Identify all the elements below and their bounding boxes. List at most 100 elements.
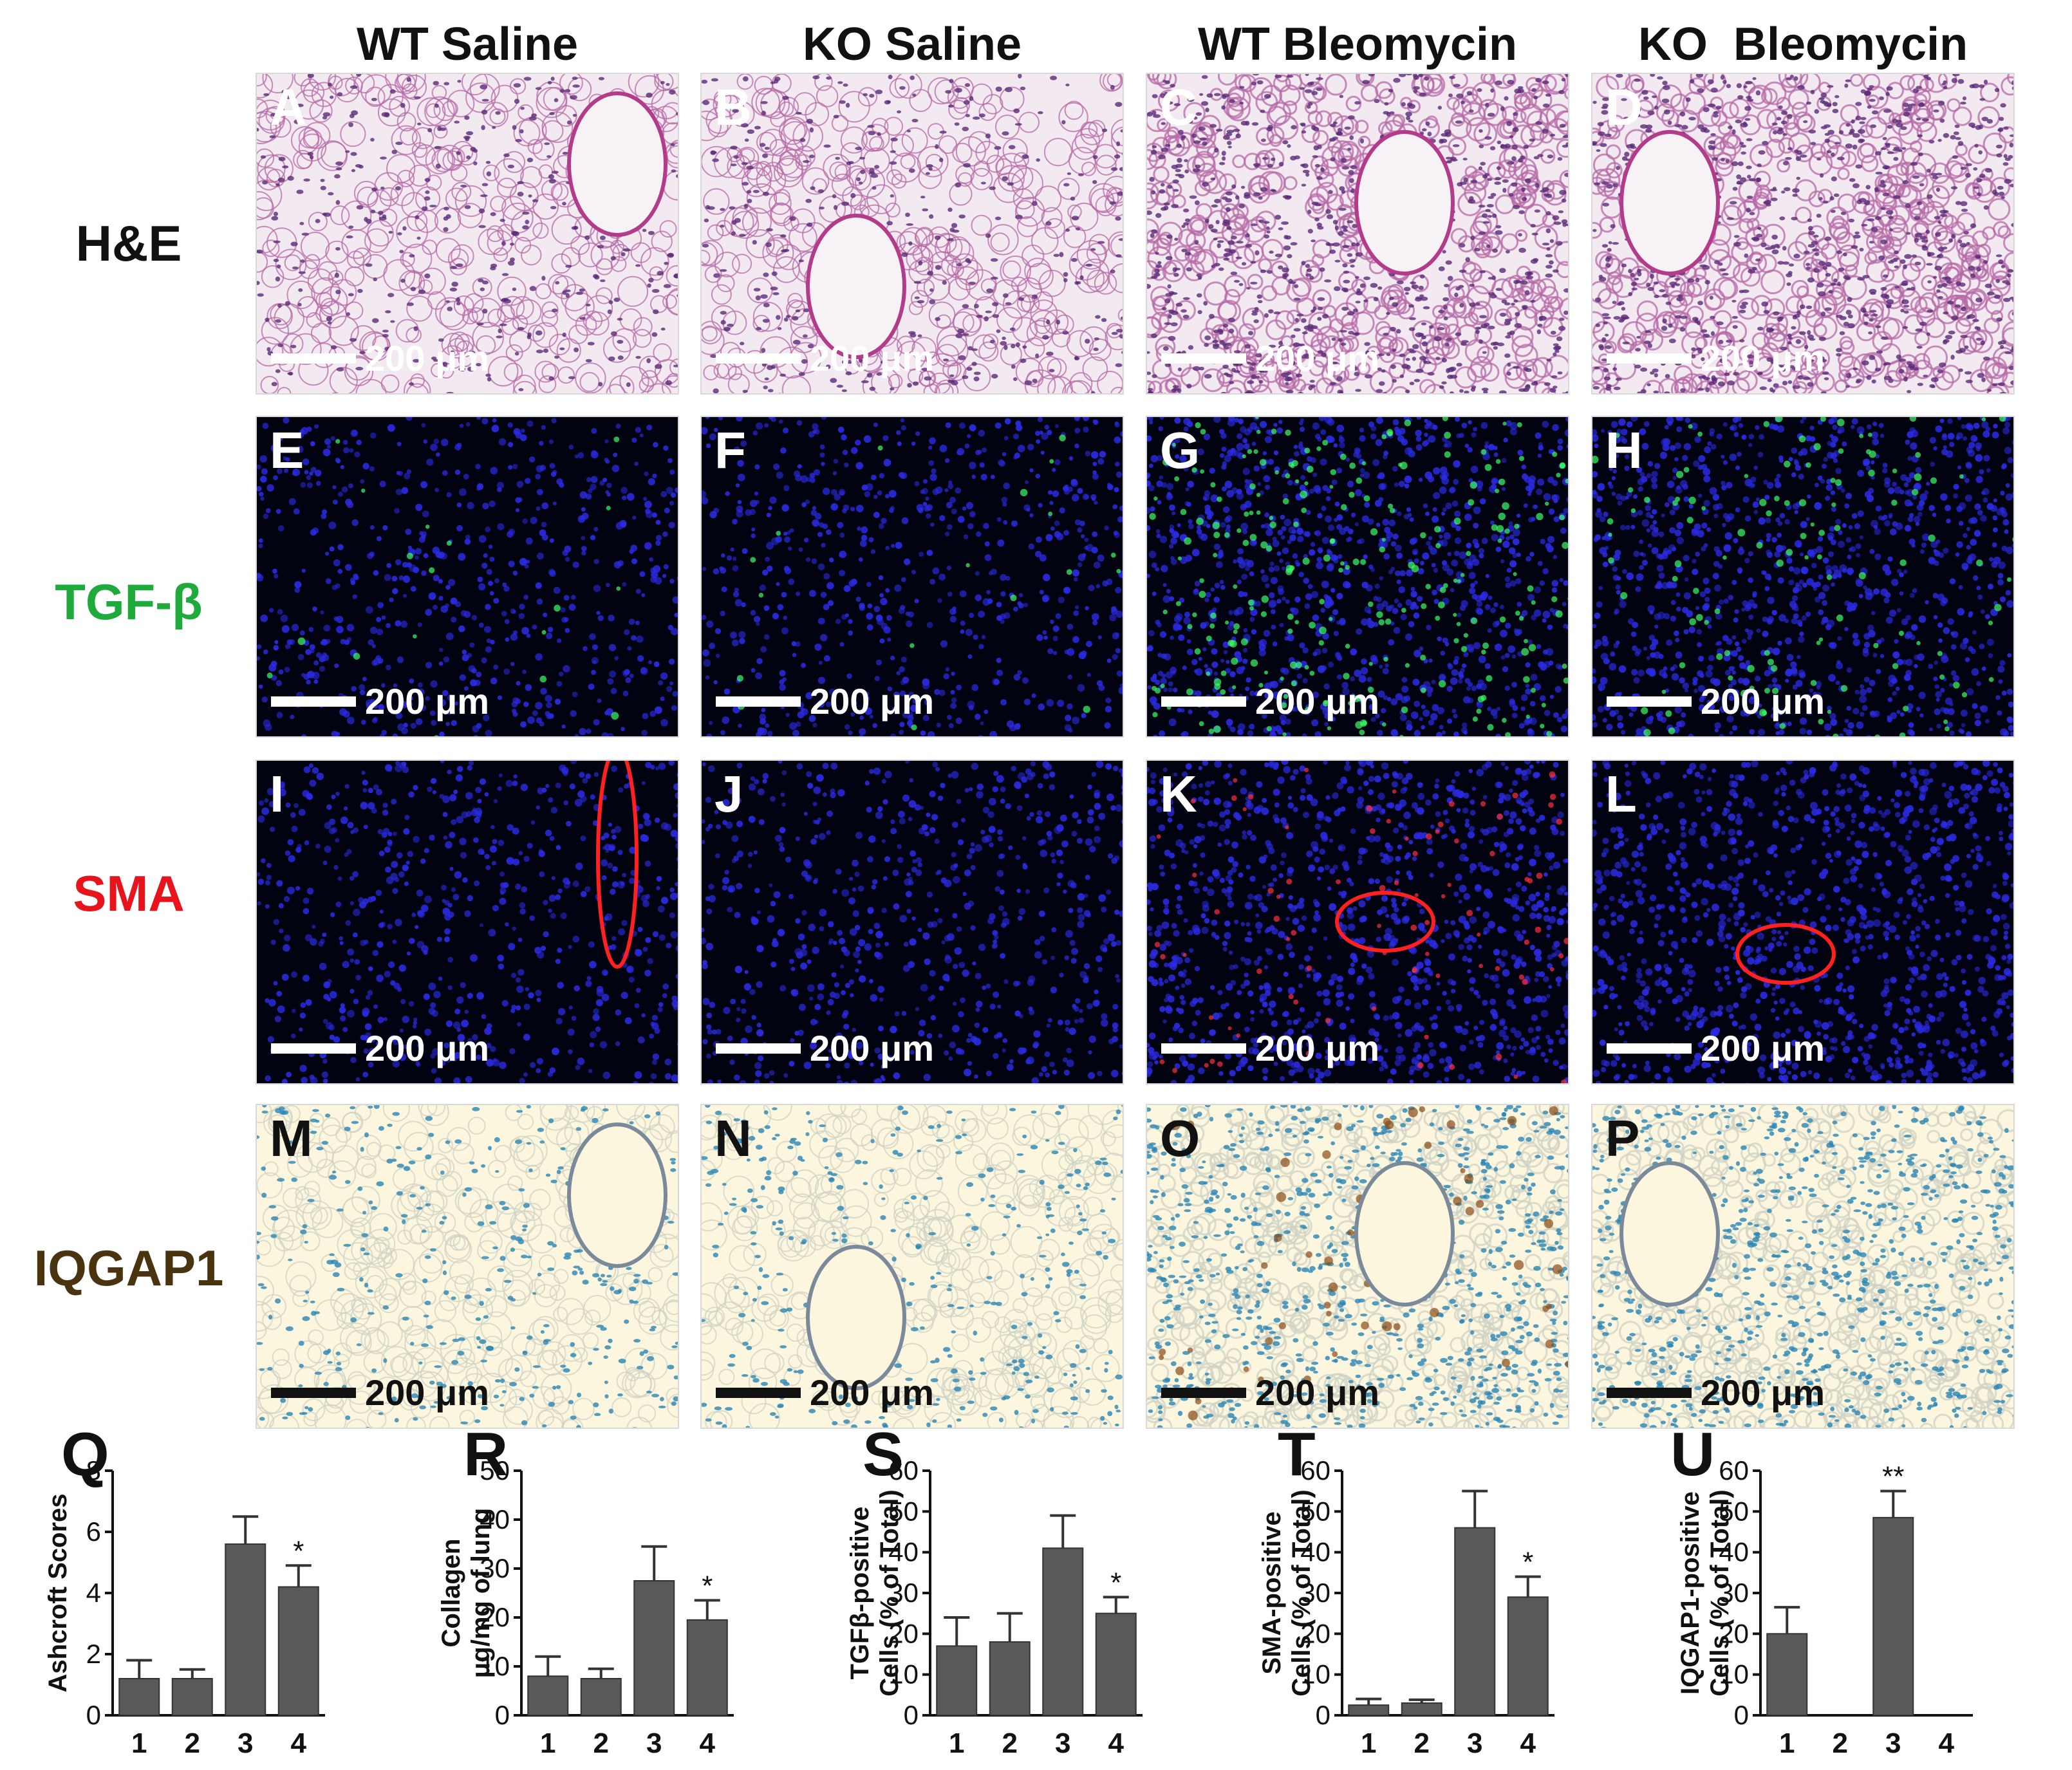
- panel-letter: B: [714, 78, 752, 137]
- y-tick-label: 2: [86, 1639, 101, 1669]
- panel-letter: F: [714, 421, 746, 480]
- panel-letter: G: [1160, 421, 1200, 480]
- scale-bar-line: [1607, 353, 1692, 364]
- y-axis-label: Ashcroft Scores: [44, 1494, 72, 1693]
- row-label-sma: SMA: [32, 864, 225, 923]
- y-axis-label: SMA-positiveCells (% of Total): [1258, 1489, 1316, 1696]
- scale-bar-line: [716, 353, 801, 364]
- significance-marker: *: [1522, 1547, 1533, 1578]
- error-bar: [1356, 1699, 1381, 1706]
- error-bar: [997, 1614, 1023, 1642]
- x-tick-label: 4: [1939, 1728, 1955, 1759]
- error-bar: [1515, 1577, 1541, 1598]
- y-tick-label: 60: [888, 1455, 919, 1486]
- column-header-ko-saline: KO Saline: [700, 18, 1124, 71]
- error-bar: [1774, 1607, 1800, 1634]
- y-tick-label: 0: [86, 1700, 101, 1730]
- scale-bar-line: [271, 1388, 356, 1398]
- scale-bar-label: 200 μm: [1255, 1372, 1379, 1413]
- panel-letter: E: [270, 421, 304, 480]
- micrograph-panel-o: O 200 μm: [1146, 1104, 1569, 1429]
- panel-letter: K: [1160, 765, 1197, 824]
- scale-bar-line: [716, 696, 801, 707]
- micrograph-panel-c: C 200 μm: [1146, 73, 1569, 395]
- error-bar: [535, 1657, 561, 1676]
- y-tick-label: 4: [86, 1578, 101, 1608]
- scale-bar: 200 μm: [271, 1027, 489, 1069]
- y-tick-label: 8: [86, 1455, 101, 1486]
- y-tick-label: 0: [1316, 1700, 1330, 1730]
- panel-letter: C: [1160, 78, 1197, 137]
- y-tick-label: 0: [495, 1700, 510, 1730]
- bar: [990, 1642, 1030, 1715]
- scale-bar: 200 μm: [1161, 1372, 1379, 1413]
- column-header-wt-bleomycin: WT Bleomycin: [1146, 18, 1569, 71]
- significance-marker: *: [702, 1570, 713, 1601]
- x-tick-label: 1: [1779, 1728, 1795, 1759]
- micrograph-panel-b: B 200 μm: [700, 73, 1124, 395]
- micrograph-panel-e: E 200 μm: [256, 416, 679, 738]
- scale-bar-label: 200 μm: [1255, 1027, 1379, 1069]
- bar: [279, 1587, 319, 1716]
- bar: [1096, 1614, 1136, 1715]
- x-tick-label: 2: [1833, 1728, 1848, 1759]
- scale-bar-label: 200 μm: [1701, 337, 1825, 379]
- error-bar: [1050, 1516, 1076, 1549]
- scale-bar: 200 μm: [1607, 337, 1825, 379]
- bar: [634, 1581, 674, 1715]
- panel-letter: M: [270, 1109, 313, 1168]
- bar: [1455, 1528, 1495, 1715]
- scale-bar-line: [1607, 1388, 1692, 1398]
- x-tick-label: 4: [1520, 1728, 1536, 1759]
- scale-bar-line: [1161, 1043, 1246, 1054]
- scale-bar: 200 μm: [271, 337, 489, 379]
- x-tick-label: 3: [646, 1728, 662, 1759]
- panel-letter: P: [1605, 1109, 1639, 1168]
- scale-bar-line: [1607, 1043, 1692, 1054]
- y-axis-label: Collagenμg/mg of lung: [437, 1508, 495, 1678]
- scale-bar-line: [1161, 696, 1246, 707]
- y-tick-label: 50: [480, 1455, 510, 1486]
- micrograph-panel-i: I 200 μm: [256, 759, 679, 1085]
- scale-bar-line: [271, 696, 356, 707]
- panel-letter: A: [270, 78, 307, 137]
- x-tick-label: 2: [1002, 1728, 1018, 1759]
- scale-bar-label: 200 μm: [365, 1372, 489, 1413]
- micrograph-panel-p: P 200 μm: [1591, 1104, 2015, 1429]
- scale-bar-label: 200 μm: [810, 337, 934, 379]
- y-tick-label: 60: [1719, 1455, 1749, 1486]
- bar: [581, 1679, 621, 1715]
- scale-bar-label: 200 μm: [1255, 680, 1379, 722]
- x-tick-label: 1: [949, 1728, 964, 1759]
- scale-bar: 200 μm: [1607, 1372, 1825, 1413]
- scale-bar: 200 μm: [271, 680, 489, 722]
- scale-bar: 200 μm: [716, 680, 934, 722]
- bar: [1873, 1518, 1913, 1715]
- scale-bar-label: 200 μm: [810, 680, 934, 722]
- panel-letter: O: [1160, 1109, 1200, 1168]
- y-tick-label: 6: [86, 1516, 101, 1547]
- y-tick-label: 60: [1300, 1455, 1330, 1486]
- x-tick-label: 3: [1885, 1728, 1901, 1759]
- panel-letter: I: [270, 765, 284, 824]
- scale-bar: 200 μm: [1161, 337, 1379, 379]
- error-bar: [126, 1661, 152, 1679]
- error-bar: [180, 1670, 205, 1679]
- bar: [173, 1679, 212, 1715]
- panel-letter: L: [1605, 765, 1637, 824]
- row-label-iqgap1: IQGAP1: [32, 1239, 225, 1298]
- scale-bar: 200 μm: [1607, 1027, 1825, 1069]
- scale-bar-label: 200 μm: [365, 1027, 489, 1069]
- scale-bar-line: [1161, 1388, 1246, 1398]
- bar: [937, 1646, 976, 1715]
- error-bar: [695, 1600, 720, 1619]
- row-label-he: H&E: [32, 214, 225, 273]
- y-axis-label: IQGAP1-positiveCells (% of Total): [1676, 1489, 1734, 1696]
- scale-bar-line: [716, 1043, 801, 1054]
- error-bar: [641, 1547, 667, 1581]
